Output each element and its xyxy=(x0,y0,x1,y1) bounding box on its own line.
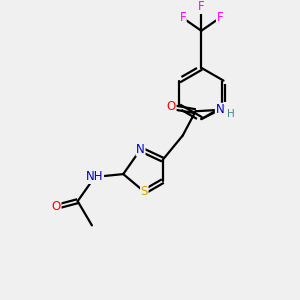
Text: H: H xyxy=(227,109,235,119)
Text: O: O xyxy=(167,100,176,113)
Text: F: F xyxy=(217,11,223,24)
Text: N: N xyxy=(136,143,145,156)
Text: NH: NH xyxy=(86,170,104,183)
Text: S: S xyxy=(141,185,148,198)
Text: F: F xyxy=(198,0,205,13)
Text: N: N xyxy=(215,103,224,116)
Text: O: O xyxy=(52,200,61,213)
Text: F: F xyxy=(179,11,186,24)
